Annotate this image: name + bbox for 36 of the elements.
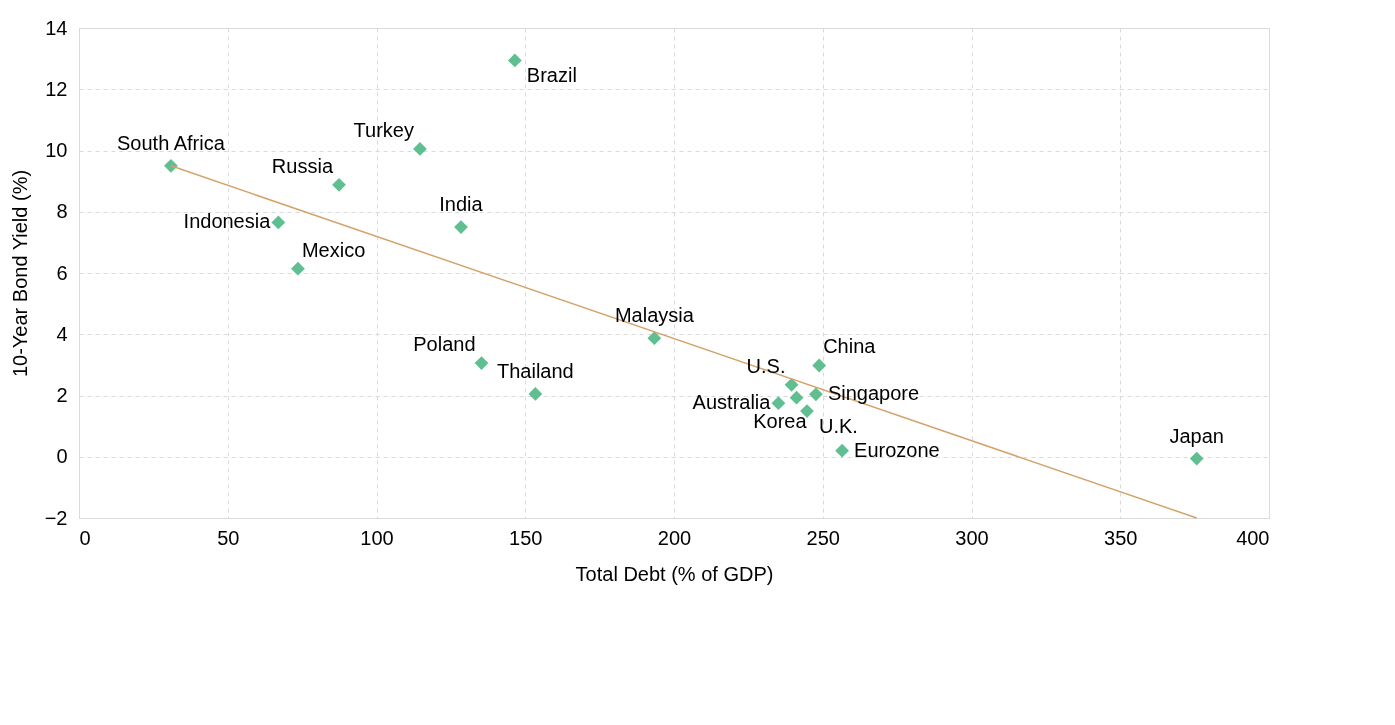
y-tick-label: 14	[45, 16, 68, 39]
y-tick-label: 12	[45, 77, 68, 100]
y-tick-label: 0	[56, 445, 68, 468]
y-tick-label: 6	[56, 261, 68, 284]
annotation: Eurozone	[854, 438, 940, 461]
annotation: Indonesia	[183, 210, 272, 233]
annotation: Singapore	[827, 382, 920, 405]
x-tick-label: 400	[1236, 526, 1270, 549]
annotation: Thailand	[497, 359, 574, 382]
y-tick-label: 8	[56, 200, 68, 223]
y-tick-label: 4	[56, 322, 68, 345]
annotation: China	[823, 335, 877, 358]
x-tick-label: 0	[79, 526, 91, 549]
x-tick-label: 150	[509, 526, 543, 549]
annotation: Malaysia	[614, 304, 695, 327]
y-axis-title: 10-Year Bond Yield (%)	[8, 169, 31, 378]
x-axis-title: Total Debt (% of GDP)	[575, 562, 774, 585]
x-tick-label: 300	[955, 526, 989, 549]
annotation: Mexico	[301, 238, 366, 261]
y-tick-label: 2	[56, 384, 68, 406]
annotation: Poland	[413, 333, 476, 356]
y-tick-label: −2	[44, 506, 68, 529]
annotation: Turkey	[353, 118, 414, 141]
x-tick-label: 350	[1104, 526, 1138, 549]
annotation: U.S.	[746, 354, 786, 377]
annotation: Russia	[271, 154, 334, 177]
y-tick-label: 10	[45, 139, 68, 161]
annotation: U.K.	[818, 415, 858, 438]
annotation: Brazil	[526, 64, 577, 87]
annotation: India	[439, 193, 484, 216]
x-tick-label: 100	[360, 526, 394, 549]
x-tick-label: 50	[217, 526, 240, 549]
annotation: South Africa	[117, 131, 226, 154]
annotation: Japan	[1169, 424, 1224, 447]
x-tick-label: 200	[657, 526, 692, 549]
x-tick-label: 250	[806, 526, 840, 549]
